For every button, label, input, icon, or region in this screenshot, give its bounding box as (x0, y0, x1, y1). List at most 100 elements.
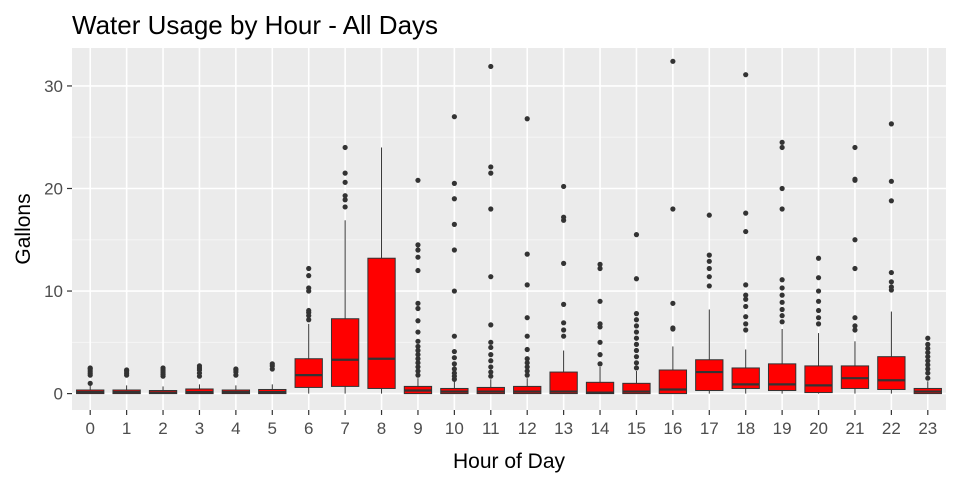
box-hour-8 (367, 147, 396, 394)
x-tick-label: 20 (809, 419, 828, 438)
outlier-point (925, 349, 931, 356)
x-axis-title: Hour of Day (453, 450, 566, 473)
outlier-point (451, 361, 457, 367)
outlier-point (597, 261, 603, 267)
outlier-point (779, 285, 785, 291)
x-tick-label: 5 (268, 419, 277, 438)
x-tick-label: 15 (627, 419, 646, 438)
outlier-point (779, 306, 785, 313)
outlier-point (306, 307, 312, 314)
outlier-point (488, 164, 494, 170)
y-tick-label: 20 (44, 179, 63, 198)
x-tick-label: 0 (85, 419, 94, 438)
outlier-point (451, 366, 457, 372)
outlier-point (852, 265, 858, 272)
outlier-point (633, 323, 640, 329)
y-tick-label: 30 (44, 77, 63, 96)
outlier-point (561, 260, 567, 266)
outlier-point (852, 144, 858, 151)
outlier-point (451, 370, 457, 376)
outlier-point (342, 204, 348, 210)
outlier-point (87, 380, 93, 386)
outlier-point (815, 315, 822, 321)
x-tick-label: 13 (554, 419, 573, 438)
outlier-point (706, 265, 712, 272)
outlier-point (233, 366, 239, 372)
outlier-point (597, 352, 603, 358)
outlier-point (306, 273, 312, 279)
outlier-point (925, 335, 931, 341)
outlier-point (743, 292, 749, 298)
outlier-point (488, 352, 494, 358)
outlier-point (415, 177, 421, 183)
outlier-point (488, 322, 494, 328)
outlier-point (670, 206, 676, 212)
outlier-point (524, 364, 530, 370)
x-tick-label: 10 (445, 419, 464, 438)
outlier-point (925, 366, 931, 372)
outlier-point (451, 221, 457, 227)
x-tick-label: 18 (736, 419, 755, 438)
x-tick-label: 23 (918, 419, 937, 438)
x-tick-label: 8 (377, 419, 386, 438)
outlier-point (342, 193, 348, 199)
outlier-point (415, 352, 421, 358)
outlier-point (451, 355, 457, 361)
outlier-point (888, 269, 894, 276)
outlier-point (415, 247, 421, 253)
outlier-point (706, 212, 712, 218)
outlier-point (633, 329, 640, 335)
outlier-point (597, 265, 603, 272)
outlier-point (488, 373, 494, 379)
box-iqr (549, 371, 578, 395)
y-tick-label: 10 (44, 282, 63, 301)
box-hour-19 (767, 139, 797, 394)
outlier-point (451, 348, 457, 355)
outlier-point (888, 198, 894, 204)
outlier-point (415, 267, 421, 274)
box-iqr (695, 359, 724, 392)
box-hour-0 (76, 365, 105, 395)
plot-panel (72, 48, 946, 410)
outlier-point (633, 311, 640, 317)
outlier-point (597, 339, 603, 345)
outlier-point (561, 183, 567, 190)
outlier-point (925, 375, 931, 381)
outlier-point (888, 121, 894, 127)
box-hour-13 (549, 183, 578, 395)
outlier-point (633, 360, 640, 366)
outlier-point (488, 170, 494, 176)
box-hour-7 (330, 144, 360, 394)
outlier-point (852, 327, 858, 333)
outlier-point (451, 333, 457, 339)
outlier-point (488, 358, 494, 364)
outlier-point (779, 144, 785, 151)
chart-title: Water Usage by Hour - All Days (72, 10, 438, 40)
outlier-point (488, 344, 494, 351)
outlier-point (561, 327, 567, 333)
outlier-point (779, 185, 785, 192)
box-hour-12 (513, 116, 542, 395)
box-hour-14 (585, 261, 615, 395)
box-hour-5 (258, 361, 287, 395)
outlier-point (597, 321, 603, 327)
outlier-point (342, 170, 348, 176)
outlier-point (597, 361, 603, 367)
outlier-point (743, 228, 749, 235)
outlier-point (269, 361, 275, 367)
outlier-point (743, 303, 749, 310)
outlier-point (415, 329, 421, 335)
outlier-point (415, 360, 421, 366)
x-tick-label: 19 (773, 419, 792, 438)
x-tick-label: 17 (700, 419, 719, 438)
outlier-point (488, 369, 494, 375)
outlier-point (597, 298, 603, 304)
outlier-point (524, 368, 530, 374)
box-hour-3 (185, 363, 214, 395)
outlier-point (743, 72, 749, 78)
outlier-point (670, 58, 676, 64)
outlier-point (925, 354, 931, 360)
outlier-point (306, 285, 312, 291)
x-tick-label: 12 (518, 419, 537, 438)
outlier-point (524, 356, 530, 362)
